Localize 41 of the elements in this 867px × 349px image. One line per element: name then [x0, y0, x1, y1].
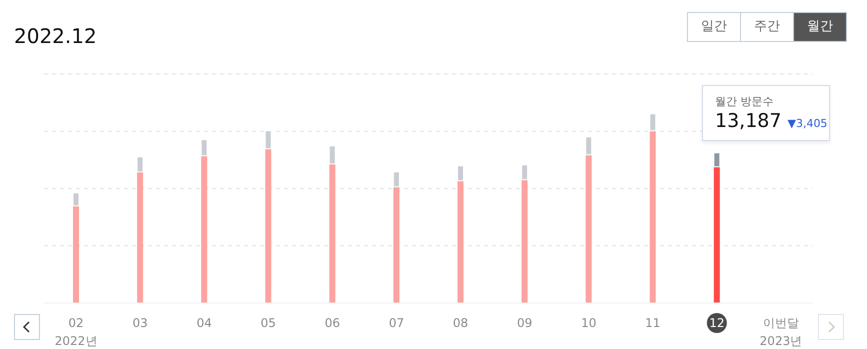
- x-tick-label: 08: [452, 316, 468, 330]
- bar: [521, 164, 528, 180]
- bar: [585, 136, 592, 156]
- bar: [392, 171, 400, 188]
- x-tick-label: 12: [709, 316, 725, 330]
- bar: [264, 130, 272, 150]
- text: 2023년: [760, 334, 802, 348]
- bar: [137, 172, 144, 303]
- bar: [457, 165, 464, 182]
- annotation: ▼3,405: [787, 117, 828, 130]
- bar: [649, 113, 656, 132]
- bar: [200, 139, 208, 156]
- x-tick-label: 이번달: [762, 316, 799, 330]
- bar: [586, 154, 592, 303]
- bar: [136, 156, 144, 172]
- tooltip-box: 월간 방문수 13,187 ▼3,405: [702, 85, 830, 141]
- bar: [329, 164, 336, 303]
- x-tick-label: 03: [132, 316, 148, 330]
- x-tick-label: 10: [581, 316, 596, 330]
- annotation: 13,187: [715, 110, 782, 132]
- bar: [714, 166, 720, 303]
- bar: [265, 148, 272, 303]
- bar: [328, 145, 336, 164]
- bar: [522, 180, 528, 303]
- x-tick-label: 07: [388, 316, 404, 330]
- x-tick-label: 09: [516, 316, 532, 330]
- x-tick-label: 05: [260, 316, 276, 330]
- period-tabs: 일간 주간 월간: [687, 12, 847, 42]
- bar: [713, 152, 720, 168]
- x-tick-label: 02: [68, 316, 84, 330]
- x-tick-label: 11: [645, 316, 660, 330]
- chart-title: 2022.12: [14, 24, 97, 48]
- bar: [73, 206, 79, 303]
- x-tick-label: 04: [196, 316, 212, 330]
- bar: [458, 180, 464, 303]
- bar: [201, 156, 208, 303]
- bar: [72, 192, 80, 206]
- text: 2022년: [54, 334, 98, 348]
- bar: [393, 186, 400, 303]
- bar: [650, 130, 656, 303]
- x-tick-label: 06: [324, 316, 340, 330]
